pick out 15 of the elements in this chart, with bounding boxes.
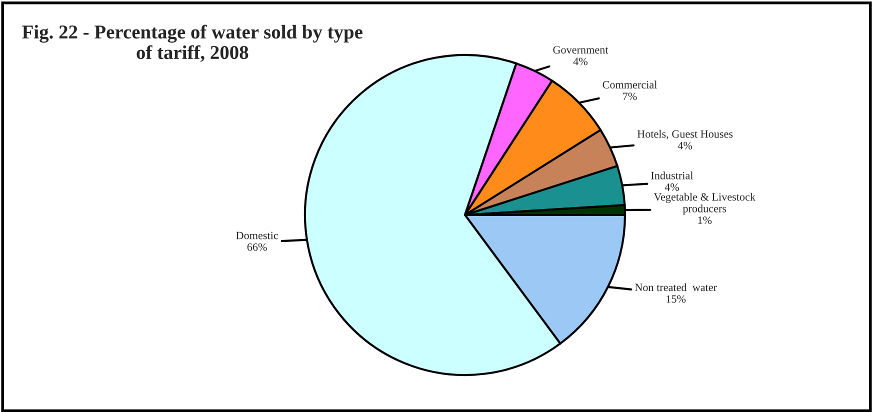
data-label: 1% (698, 216, 712, 224)
chart-title: Fig. 22 - Percentage of water sold by type of tariff, 2008 (22, 24, 362, 62)
data-label: 66% (247, 243, 267, 251)
data-label: 15% (666, 295, 686, 303)
data-label: 4% (678, 142, 692, 150)
slice-label: Commercial (602, 80, 657, 88)
slice-label: Industrial (651, 171, 694, 180)
data-label: 4% (573, 58, 588, 66)
slice-label: Hotels, Guest Houses (637, 130, 733, 140)
slice-label: Government (553, 46, 608, 54)
data-label: 4% (664, 183, 680, 191)
slice-label: Vegetable & Livestock producers (654, 192, 756, 215)
slice-label: Domestic (236, 232, 278, 240)
slice-label: Non treated water (634, 283, 717, 292)
data-label: 7% (623, 92, 637, 100)
